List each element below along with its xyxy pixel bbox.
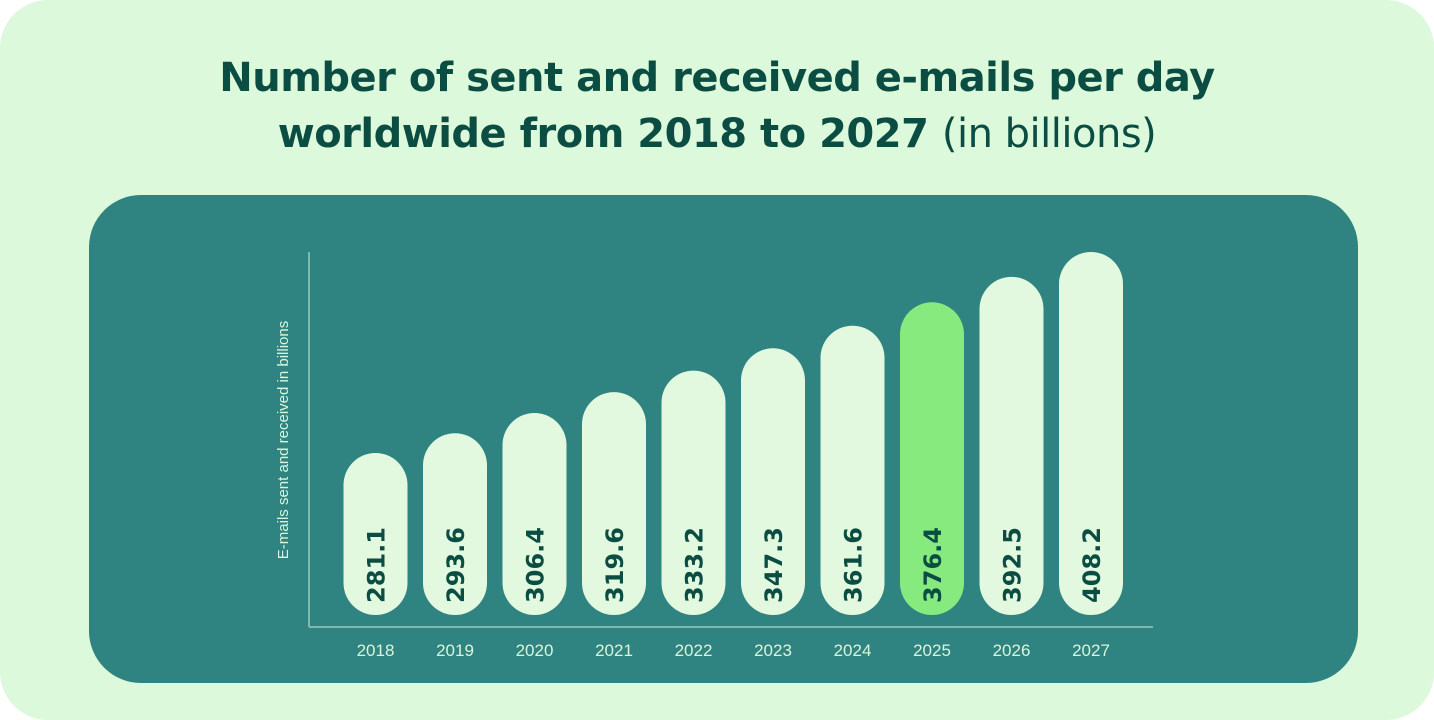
x-tick-2026: 2026 bbox=[993, 641, 1031, 660]
data-label-2023: 347.3 bbox=[760, 527, 788, 603]
bar-2021 bbox=[582, 392, 646, 615]
bar-2027 bbox=[1059, 252, 1123, 615]
x-tick-2023: 2023 bbox=[754, 641, 792, 660]
x-tick-2025: 2025 bbox=[913, 641, 951, 660]
data-label-2024: 361.6 bbox=[840, 527, 868, 603]
data-label-2027: 408.2 bbox=[1078, 527, 1106, 603]
chart-title: Number of sent and received e-mails per … bbox=[0, 50, 1434, 162]
title-line-2: worldwide from 2018 to 2027 (in billions… bbox=[0, 106, 1434, 162]
x-tick-2027: 2027 bbox=[1072, 641, 1110, 660]
bar-2026 bbox=[979, 276, 1044, 615]
bar-2020 bbox=[502, 412, 567, 615]
data-label-2021: 319.6 bbox=[601, 527, 629, 603]
bar-2023 bbox=[741, 348, 805, 615]
bar-2024 bbox=[820, 325, 885, 615]
data-label-2020: 306.4 bbox=[522, 527, 550, 603]
x-tick-2020: 2020 bbox=[516, 641, 554, 660]
chart-panel: E-mails sent and received in billions 281… bbox=[89, 195, 1358, 683]
title-unit: (in billions) bbox=[941, 111, 1157, 157]
x-tick-2018: 2018 bbox=[357, 641, 395, 660]
x-tick-2021: 2021 bbox=[595, 641, 633, 660]
x-tick-2022: 2022 bbox=[675, 641, 713, 660]
data-label-2025: 376.4 bbox=[919, 527, 947, 603]
bar-2019 bbox=[423, 433, 487, 615]
bar-2025 bbox=[900, 302, 964, 615]
bar-2022 bbox=[661, 370, 726, 615]
x-tick-2019: 2019 bbox=[436, 641, 474, 660]
y-axis-label: E-mails sent and received in billions bbox=[275, 321, 292, 559]
title-line-2-main: worldwide from 2018 to 2027 bbox=[277, 111, 929, 157]
data-label-2026: 392.5 bbox=[999, 527, 1027, 603]
bar-2018 bbox=[343, 453, 408, 615]
bar-chart: E-mails sent and received in billions 281… bbox=[275, 252, 1153, 660]
data-label-2019: 293.6 bbox=[442, 527, 470, 603]
data-label-2022: 333.2 bbox=[681, 527, 709, 603]
title-line-1: Number of sent and received e-mails per … bbox=[219, 55, 1215, 101]
x-tick-2024: 2024 bbox=[834, 641, 872, 660]
data-label-2018: 281.1 bbox=[363, 527, 391, 603]
